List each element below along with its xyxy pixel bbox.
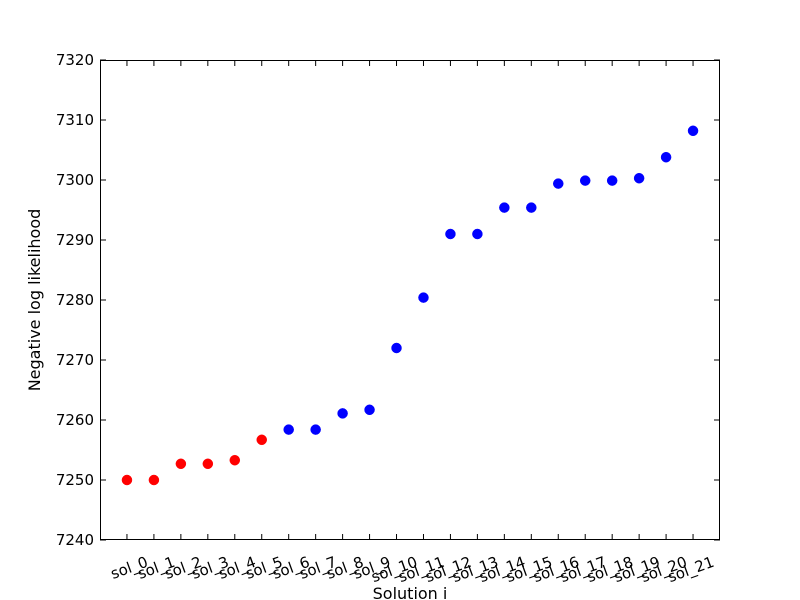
- data-point-sol-0: [121, 474, 133, 486]
- y-tick-label: 7320: [56, 51, 94, 69]
- data-point-sol-15: [526, 202, 537, 213]
- y-tick-label: 7290: [56, 231, 94, 249]
- data-points: [121, 125, 699, 486]
- data-point-sol-6: [283, 424, 294, 435]
- data-point-sol-4: [229, 454, 241, 466]
- data-point-sol-7: [310, 424, 321, 435]
- y-tick-label: 7310: [56, 111, 94, 129]
- data-point-sol-16: [553, 178, 564, 189]
- data-point-sol-21: [687, 125, 699, 137]
- data-point-sol-20: [660, 151, 672, 163]
- data-point-sol-18: [606, 175, 618, 186]
- data-point-sol-10: [391, 342, 402, 354]
- data-point-sol-2: [175, 458, 187, 470]
- data-point-sol-11: [418, 292, 429, 303]
- data-point-sol-9: [364, 404, 375, 416]
- y-tick-label: 7280: [56, 291, 94, 309]
- y-axis-ticks: 7240 7250 7260 7270 7280 7290 7300 7310 7320: [56, 51, 720, 549]
- y-tick-label: 7260: [56, 411, 94, 429]
- data-point-sol-5: [256, 434, 267, 446]
- x-axis-title: Solution i: [373, 584, 448, 600]
- data-point-sol-1: [148, 474, 160, 486]
- data-point-sol-12: [445, 228, 456, 240]
- y-tick-label: 7270: [56, 351, 94, 369]
- y-tick-label: 7240: [56, 531, 94, 549]
- data-point-sol-14: [499, 202, 510, 213]
- data-point-sol-13: [472, 228, 483, 240]
- y-tick-label: 7300: [56, 171, 94, 189]
- data-point-sol-3: [202, 458, 214, 470]
- plot-area-frame: [100, 60, 720, 540]
- data-point-sol-19: [633, 172, 645, 184]
- data-point-sol-17: [579, 175, 591, 186]
- data-point-sol-8: [337, 408, 348, 419]
- y-tick-label: 7250: [56, 471, 94, 489]
- y-axis-title: Negative log likelihood: [25, 209, 44, 392]
